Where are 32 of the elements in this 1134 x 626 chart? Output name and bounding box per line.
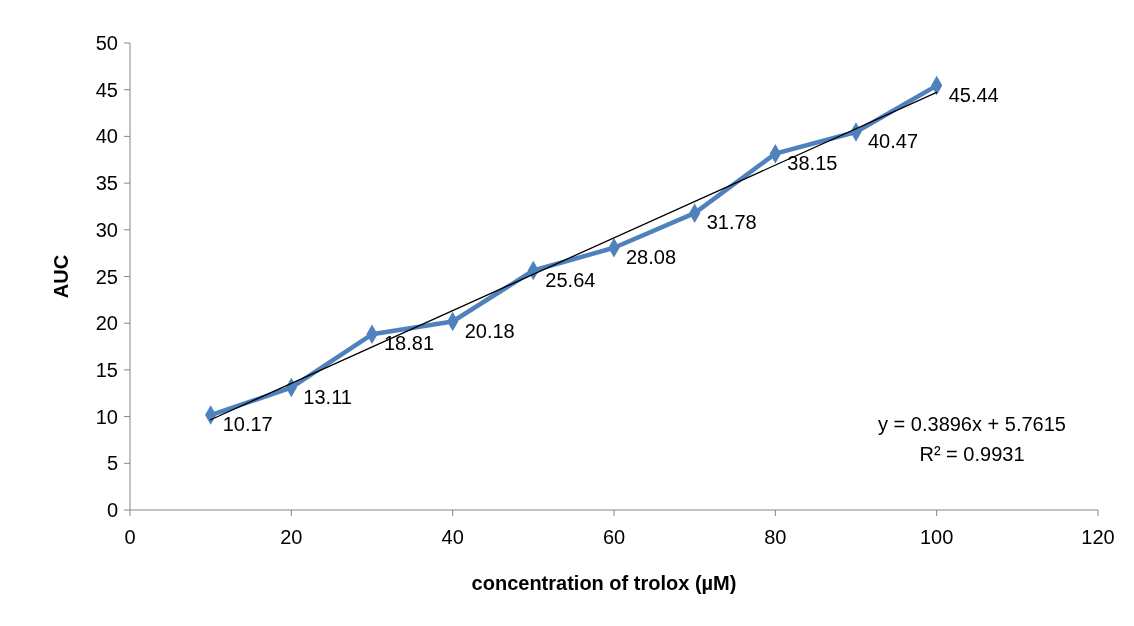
annotation: R² = 0.9931 (919, 443, 1025, 465)
y-tick-label: 45 (95, 78, 118, 101)
data-label: 20.18 (464, 319, 515, 342)
y-axis-title: AUC (50, 254, 72, 299)
y-tick-label: 25 (95, 265, 118, 288)
data-label: 10.17 (222, 413, 273, 436)
y-tick-label: 20 (95, 312, 118, 335)
x-tick-label: 40 (441, 526, 464, 548)
data-label: 25.64 (545, 268, 596, 291)
data-label: 31.78 (706, 211, 757, 234)
x-axis-title: concentration of trolox (µM) (471, 572, 737, 594)
data-label: 18.81 (384, 332, 435, 355)
y-tick-label: 5 (106, 452, 118, 475)
data-label: 13.11 (303, 385, 352, 408)
annotation: y = 0.3896x + 5.7615 (878, 413, 1066, 435)
data-label: 40.47 (868, 130, 919, 153)
y-tick-label: 35 (95, 172, 118, 195)
y-tick-label: 30 (95, 218, 118, 241)
y-tick-label: 0 (106, 499, 118, 521)
y-tick-label: 50 (95, 32, 118, 54)
data-label: 28.08 (626, 245, 677, 268)
x-tick-label: 0 (124, 526, 136, 548)
x-tick-label: 120 (1081, 526, 1115, 548)
y-tick-label: 15 (95, 358, 118, 381)
y-tick-label: 40 (95, 125, 118, 148)
x-tick-label: 20 (280, 526, 303, 548)
data-label: 45.44 (948, 83, 999, 106)
x-tick-label: 60 (602, 526, 626, 548)
x-tick-label: 100 (919, 526, 954, 548)
y-tick-label: 10 (95, 405, 118, 428)
x-tick-label: 80 (764, 526, 787, 548)
data-label: 38.15 (787, 151, 838, 174)
